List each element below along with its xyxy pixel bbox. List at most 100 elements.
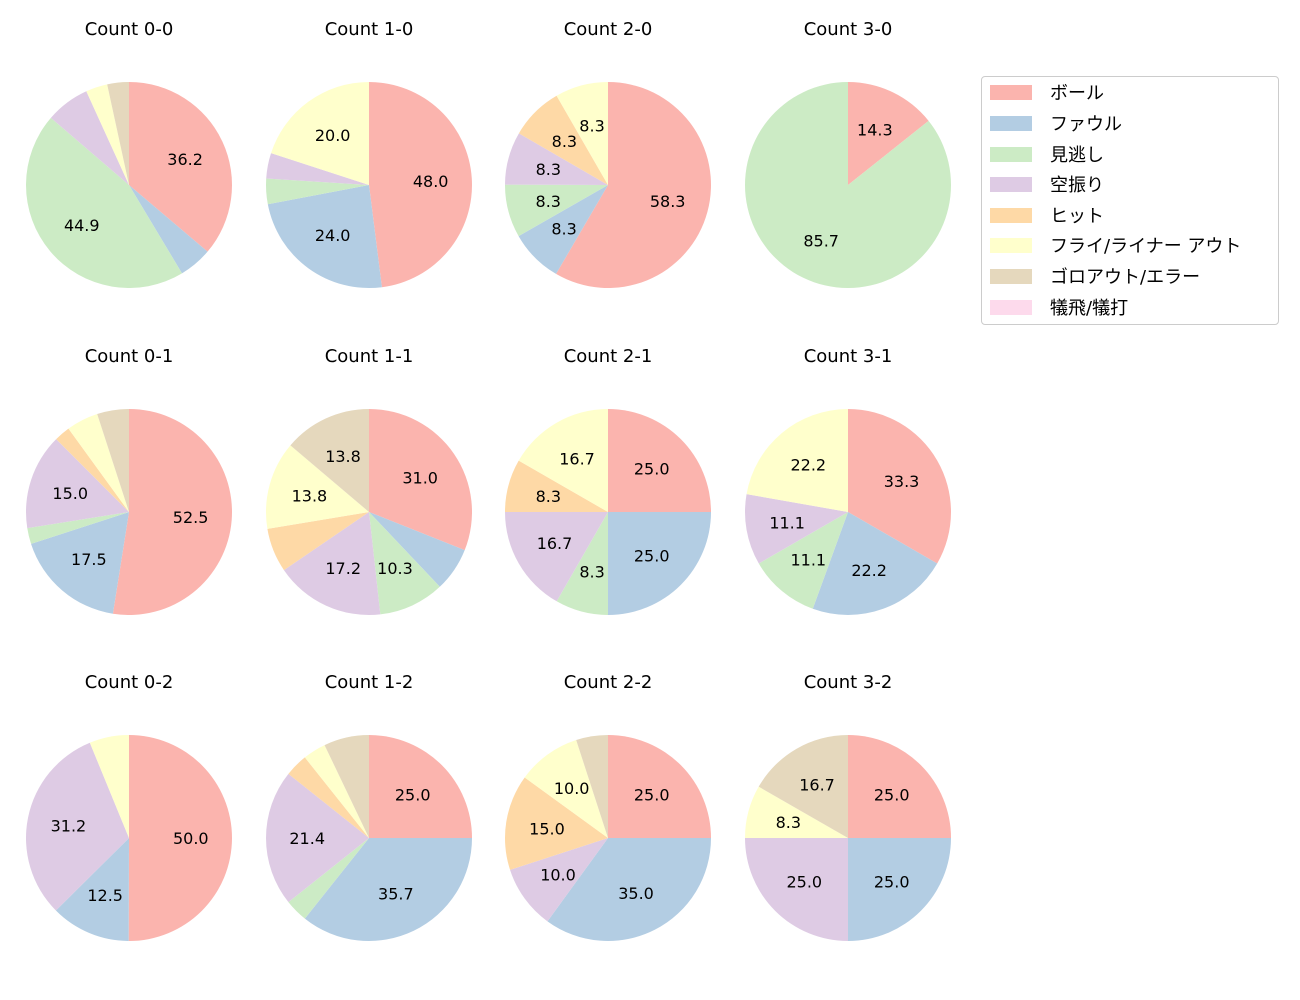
pie-slice bbox=[324, 735, 369, 838]
pie-slice bbox=[518, 409, 608, 512]
pie-slice-label: 58.3 bbox=[650, 192, 686, 211]
pie-slice-label: 22.2 bbox=[851, 561, 887, 580]
pie-count-0-1: Count 0-1 52.5 17.5 15.0 bbox=[26, 346, 233, 615]
pie-slice-label: 10.0 bbox=[554, 779, 590, 798]
pie-slice bbox=[56, 428, 130, 512]
pie-slice bbox=[369, 512, 465, 587]
pie-slice bbox=[129, 82, 232, 252]
pie-slice-label: 20.0 bbox=[315, 126, 351, 145]
pie-slice bbox=[505, 512, 608, 602]
pie-title: Count 3-1 bbox=[804, 346, 893, 367]
pie-slice-label: 35.7 bbox=[378, 885, 414, 904]
pie-slice-label: 21.4 bbox=[289, 829, 325, 848]
pie-count-0-0: Count 0-0 36.2 44.9 bbox=[25, 19, 232, 289]
pie-slice-label: 17.5 bbox=[71, 550, 107, 569]
pie-count-2-0: Count 2-058.38.38.38.38.38.3 bbox=[505, 19, 711, 288]
legend-swatch bbox=[990, 299, 1032, 315]
pie-slice-label: 8.3 bbox=[536, 192, 561, 211]
legend-swatch bbox=[990, 176, 1032, 192]
pie-slice bbox=[369, 82, 472, 288]
pie-slice-label: 10.0 bbox=[540, 865, 576, 884]
pie-slice-label: 35.0 bbox=[618, 884, 654, 903]
pie-slice-label: 8.3 bbox=[552, 132, 577, 151]
pie-slice bbox=[518, 95, 608, 185]
pie-slice-label: 36.2 bbox=[167, 150, 203, 169]
pie-count-3-2: Count 3-2 25.0 25.0 25.0 8.3 16.7 bbox=[745, 672, 951, 941]
pie-slice bbox=[745, 494, 848, 564]
pie-slice bbox=[505, 133, 608, 185]
pie-title: Count 3-0 bbox=[804, 19, 893, 40]
pie-slice bbox=[129, 185, 208, 274]
legend-label: ボール bbox=[1050, 83, 1104, 104]
pie-slice bbox=[271, 82, 369, 185]
pie-slice bbox=[283, 512, 381, 615]
legend-label: ヒット bbox=[1050, 206, 1104, 227]
pie-slice-label: 16.7 bbox=[799, 776, 835, 795]
legend-swatch bbox=[990, 146, 1032, 162]
pie-slice bbox=[26, 439, 129, 529]
pie-slice-label: 14.3 bbox=[857, 120, 893, 139]
pie-slice-label: 13.8 bbox=[292, 487, 328, 506]
pie-slice-label: 8.3 bbox=[551, 219, 576, 238]
pie-slice bbox=[746, 409, 848, 512]
pie-slice-label: 50.0 bbox=[173, 829, 209, 848]
pie-slice bbox=[608, 512, 711, 615]
pie-slice-label: 22.2 bbox=[790, 456, 826, 475]
pie-slice bbox=[518, 185, 608, 274]
pie-slice-label: 10.3 bbox=[377, 559, 413, 578]
pie-slice bbox=[505, 460, 608, 512]
pie-slice-label: 8.3 bbox=[579, 116, 604, 135]
legend-label: 見逃し bbox=[1050, 145, 1104, 166]
pie-slice bbox=[27, 512, 130, 544]
pie-slice-label: 11.1 bbox=[790, 550, 826, 569]
pie-slice bbox=[265, 178, 369, 205]
pie-count-2-1: Count 2-1 25.0 25.0 8.3 16.7 8.3 16.7 bbox=[505, 346, 711, 615]
pie-slice-label: 25.0 bbox=[395, 785, 431, 804]
legend-item-foul: ファウル bbox=[990, 112, 1122, 135]
legend-label: ゴロアウト/エラー bbox=[1050, 267, 1201, 288]
pie-slice-label: 31.0 bbox=[402, 468, 438, 487]
pie-slice bbox=[128, 735, 232, 941]
pie-slice-label: 8.3 bbox=[579, 563, 604, 582]
legend-swatch bbox=[990, 84, 1032, 100]
pie-slice bbox=[266, 773, 369, 903]
pie-title: Count 1-2 bbox=[325, 672, 414, 693]
pie-count-1-1: Count 1-1 31.0 10.3 17.2 13.8 13.8 bbox=[265, 346, 472, 615]
legend-item-swinging-strike: 空振り bbox=[990, 173, 1104, 196]
pie-slice-label: 85.7 bbox=[803, 232, 839, 251]
pie-slice bbox=[510, 838, 608, 922]
pie-slice-label: 11.1 bbox=[769, 514, 805, 533]
legend-item-sacrifice: 犠飛/犠打 bbox=[990, 296, 1128, 319]
pie-title: Count 0-2 bbox=[85, 672, 174, 693]
pie-slice bbox=[524, 740, 608, 838]
pie-slice-label: 25.0 bbox=[874, 785, 910, 804]
pie-slice bbox=[504, 777, 608, 870]
legend-swatch bbox=[990, 237, 1032, 253]
pie-slice bbox=[556, 512, 608, 615]
pie-slice bbox=[304, 745, 369, 838]
pie-slice bbox=[848, 838, 951, 941]
pie-title: Count 1-0 bbox=[325, 19, 414, 40]
pie-slice bbox=[848, 82, 929, 185]
pie-slice bbox=[288, 838, 369, 919]
pie-title: Count 3-2 bbox=[804, 672, 893, 693]
pie-count-1-2: Count 1-2 25.0 35.7 21.4 bbox=[266, 672, 472, 941]
pie-slice bbox=[812, 512, 938, 615]
pie-slice bbox=[55, 838, 130, 941]
pie-slice bbox=[290, 409, 369, 512]
pie-slice bbox=[112, 409, 233, 615]
pie-slice bbox=[369, 735, 472, 838]
pie-slice bbox=[744, 82, 951, 288]
pie-slice bbox=[68, 414, 129, 512]
pie-slice bbox=[265, 445, 369, 529]
pie-slice bbox=[107, 82, 129, 185]
pie-slice bbox=[86, 84, 129, 185]
pie-slice-label: 12.5 bbox=[87, 886, 123, 905]
legend-item-ground-out-error: ゴロアウト/エラー bbox=[990, 265, 1201, 288]
pie-count-3-1: Count 3-1 33.3 22.2 11.1 11.1 22.2 bbox=[745, 346, 952, 615]
legend-label: 空振り bbox=[1050, 175, 1104, 196]
pie-slice-label: 13.8 bbox=[325, 447, 361, 466]
pie-slice-label: 16.7 bbox=[537, 534, 573, 553]
pie-slice bbox=[25, 117, 182, 289]
